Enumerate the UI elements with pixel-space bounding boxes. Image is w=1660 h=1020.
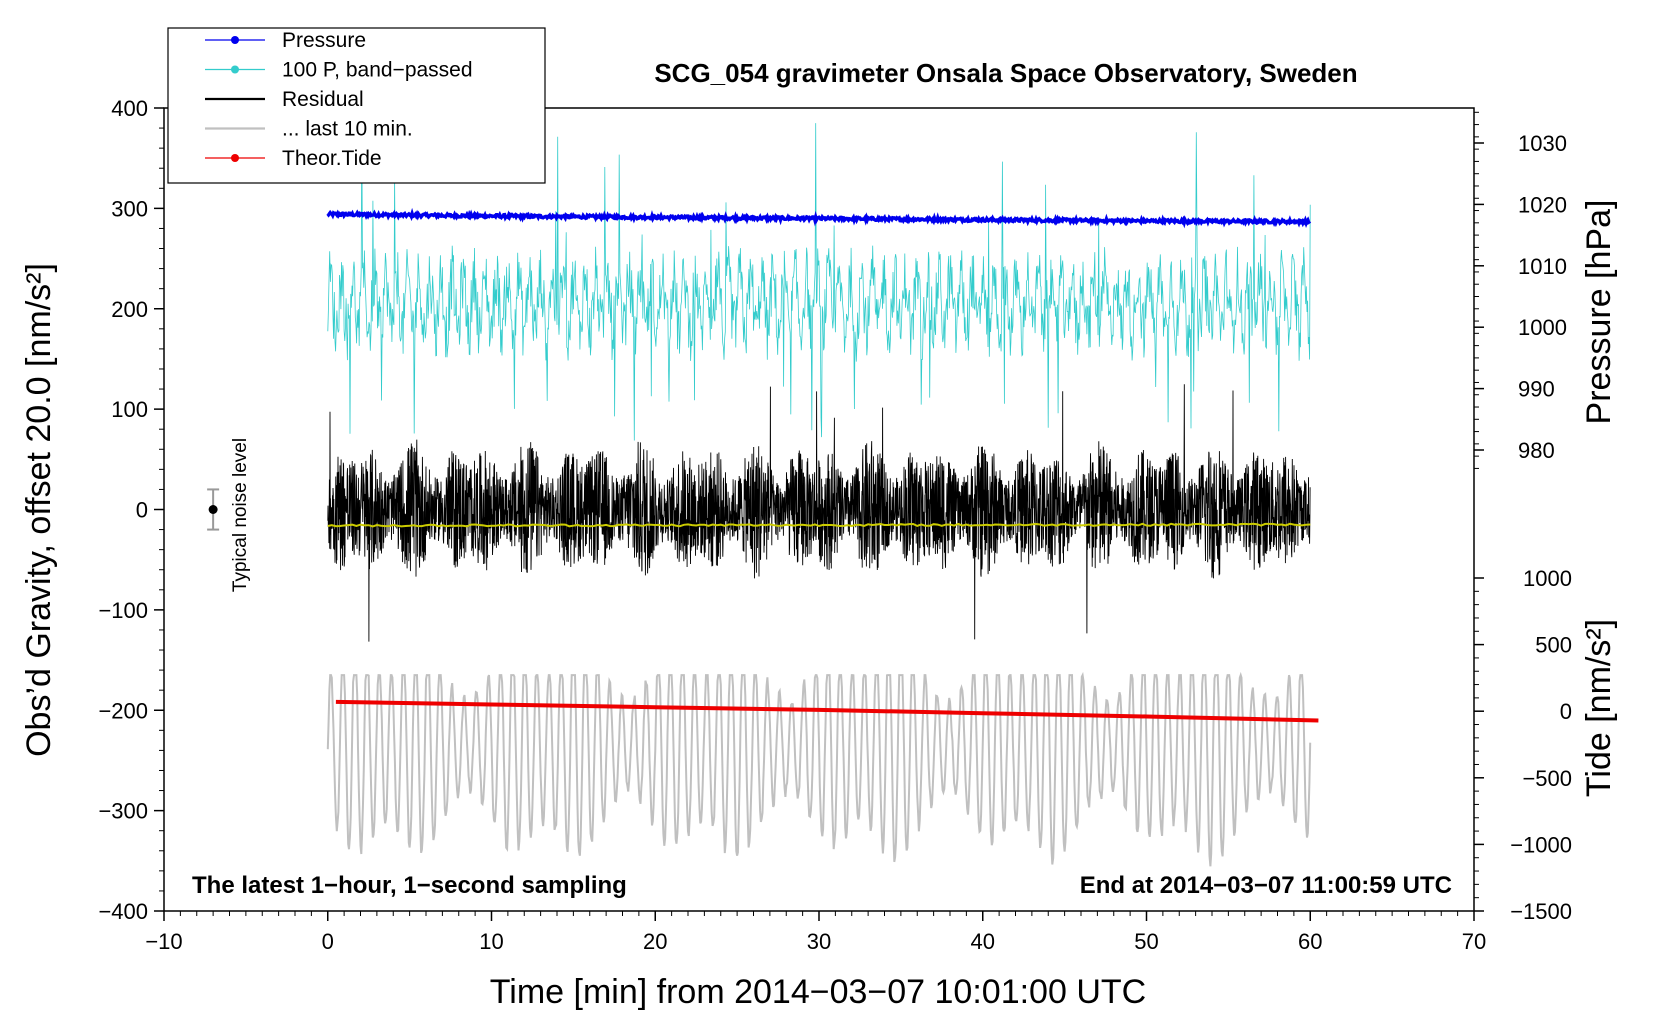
series-line-residual-smoothed [327, 522, 1311, 528]
tide-tick-label: 500 [1535, 633, 1572, 658]
left-y-tick-label: 400 [111, 96, 148, 121]
pressure-tick-label: 1020 [1518, 192, 1567, 217]
legend-label: Theor.Tide [282, 147, 382, 170]
annotation-end-time: End at 2014−03−07 11:00:59 UTC [1080, 872, 1452, 899]
tide-tick-label: −500 [1522, 766, 1572, 791]
x-tick-label: 40 [971, 929, 995, 954]
tide-y-axis-label: Tide [nm/s²] [1580, 619, 1618, 797]
left-y-tick-label: 100 [111, 397, 148, 422]
series-line-residual [327, 384, 1311, 642]
legend-item: Pressure [205, 29, 366, 52]
annotation-sampling: The latest 1−hour, 1−second sampling [192, 872, 627, 899]
series-line-pressure-bandpassed [327, 123, 1311, 441]
x-tick-label: 20 [643, 929, 667, 954]
tide-tick-label: 1000 [1523, 566, 1572, 591]
x-tick-label: 70 [1462, 929, 1486, 954]
legend: Pressure 100 P, band−passed Residual ... la… [167, 27, 546, 184]
legend-marker [231, 154, 239, 162]
x-axis: −10 0 10 20 30 40 50 60 70 [145, 911, 1486, 954]
legend-marker [231, 36, 239, 44]
series-line-last-10-min [326, 671, 1312, 867]
legend-item: Theor.Tide [205, 147, 382, 170]
left-y-tick-label: −100 [98, 598, 148, 623]
pressure-tick-label: 1030 [1518, 131, 1567, 156]
series-line-theoretical-tide [335, 699, 1319, 723]
left-y-tick-label: 0 [136, 498, 148, 523]
legend-box [167, 27, 546, 184]
tide-tick-label: 0 [1560, 699, 1572, 724]
legend-item: Residual [205, 88, 364, 111]
legend-label: Residual [282, 88, 364, 111]
legend-marker [231, 65, 239, 74]
x-tick-label: 0 [322, 929, 334, 954]
chart-title: SCG_054 gravimeter Onsala Space Observat… [654, 58, 1357, 88]
x-tick-label: 10 [479, 929, 503, 954]
pressure-tick-label: 1000 [1518, 315, 1567, 340]
left-y-tick-label: 300 [111, 196, 148, 221]
left-y-axis: 400 300 200 100 0 −100 −200 −300 −400 [98, 96, 164, 924]
pressure-y-axis: 1030 1020 1010 1000 990 980 [1474, 111, 1567, 469]
noise-level-label: Typical noise level [230, 438, 251, 592]
legend-label: 100 P, band−passed [282, 59, 473, 82]
x-tick-label: 30 [807, 929, 831, 954]
legend-item: 100 P, band−passed [205, 59, 473, 82]
x-tick-label: 50 [1134, 929, 1158, 954]
series-line-pressure [326, 207, 1312, 229]
series-layer [326, 123, 1319, 867]
pressure-tick-label: 1010 [1518, 254, 1567, 279]
left-y-tick-label: 200 [111, 297, 148, 322]
noise-level-dot [208, 505, 218, 514]
pressure-tick-label: 980 [1518, 438, 1555, 463]
legend-item: ... last 10 min. [205, 118, 413, 141]
tide-tick-label: −1000 [1510, 832, 1572, 857]
left-y-tick-label: −400 [98, 899, 148, 924]
x-axis-label: Time [min] from 2014−03−07 10:01:00 UTC [490, 973, 1146, 1011]
pressure-tick-label: 990 [1518, 377, 1555, 402]
legend-label: Pressure [282, 29, 366, 52]
left-y-tick-label: −200 [98, 698, 148, 723]
tide-tick-label: −1500 [1510, 899, 1572, 924]
tide-y-axis: 1000 500 0 −500 −1000 −1500 [1474, 566, 1572, 924]
left-y-tick-label: −300 [98, 799, 148, 824]
legend-label: ... last 10 min. [282, 118, 413, 141]
x-tick-label: 60 [1298, 929, 1322, 954]
pressure-y-axis-label: Pressure [hPa] [1580, 200, 1618, 425]
x-tick-label: −10 [145, 929, 182, 954]
left-y-axis-label: Obs’d Gravity, offset 20.0 [nm/s²] [20, 263, 58, 757]
noise-level-indicator: Typical noise level [207, 438, 251, 592]
